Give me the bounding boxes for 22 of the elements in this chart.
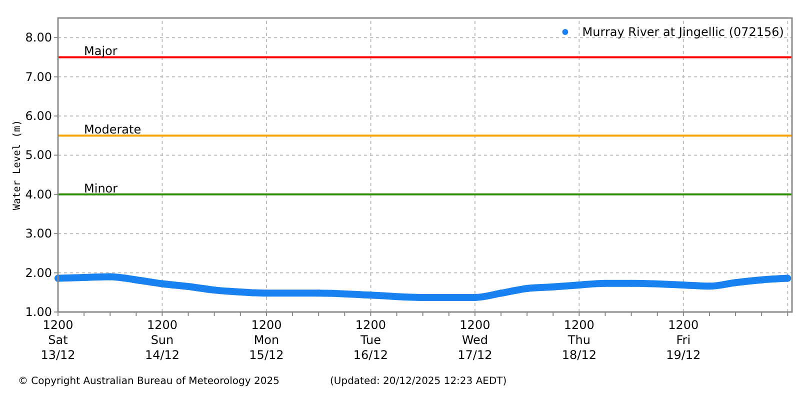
ref-line-label: Minor	[84, 181, 118, 196]
y-tick-label: 7.00	[25, 70, 52, 84]
y-tick-label: 5.00	[25, 148, 52, 162]
y-tick-label: 2.00	[25, 266, 52, 280]
ref-line-label: Moderate	[84, 122, 142, 137]
x-tick-label: 1200 Mon 15/12	[249, 318, 284, 362]
x-tick-label: 1200 Thu 18/12	[562, 318, 596, 362]
y-tick-label: 3.00	[25, 226, 52, 241]
text: (Updated: 20/12/2025 12:23 AEDT)	[330, 376, 507, 387]
text: © Copyright Australian Bureau of Meteorology 2025	[18, 376, 280, 387]
y-tick-label: 6.00	[25, 109, 52, 123]
y-tick-label: 1.00	[25, 305, 52, 319]
x-tick-label: 1200 Tue 16/12	[353, 318, 388, 362]
x-tick-label: 1200 Sun 14/12	[144, 318, 180, 362]
x-tick-label: 1200 Sat 13/12	[40, 318, 76, 362]
legend-label: Murray River at Jingellic (072156)	[582, 25, 784, 39]
y-axis-title: Water Level (m)	[12, 120, 23, 210]
x-tick-label: 1200 Fri 19/12	[666, 318, 701, 362]
ref-line-label: Major	[84, 44, 118, 58]
x-tick-label: 1200 Wed 17/12	[458, 318, 492, 362]
y-tick-label: 8.00	[25, 30, 52, 45]
y-tick-label: 4.00	[25, 187, 52, 202]
